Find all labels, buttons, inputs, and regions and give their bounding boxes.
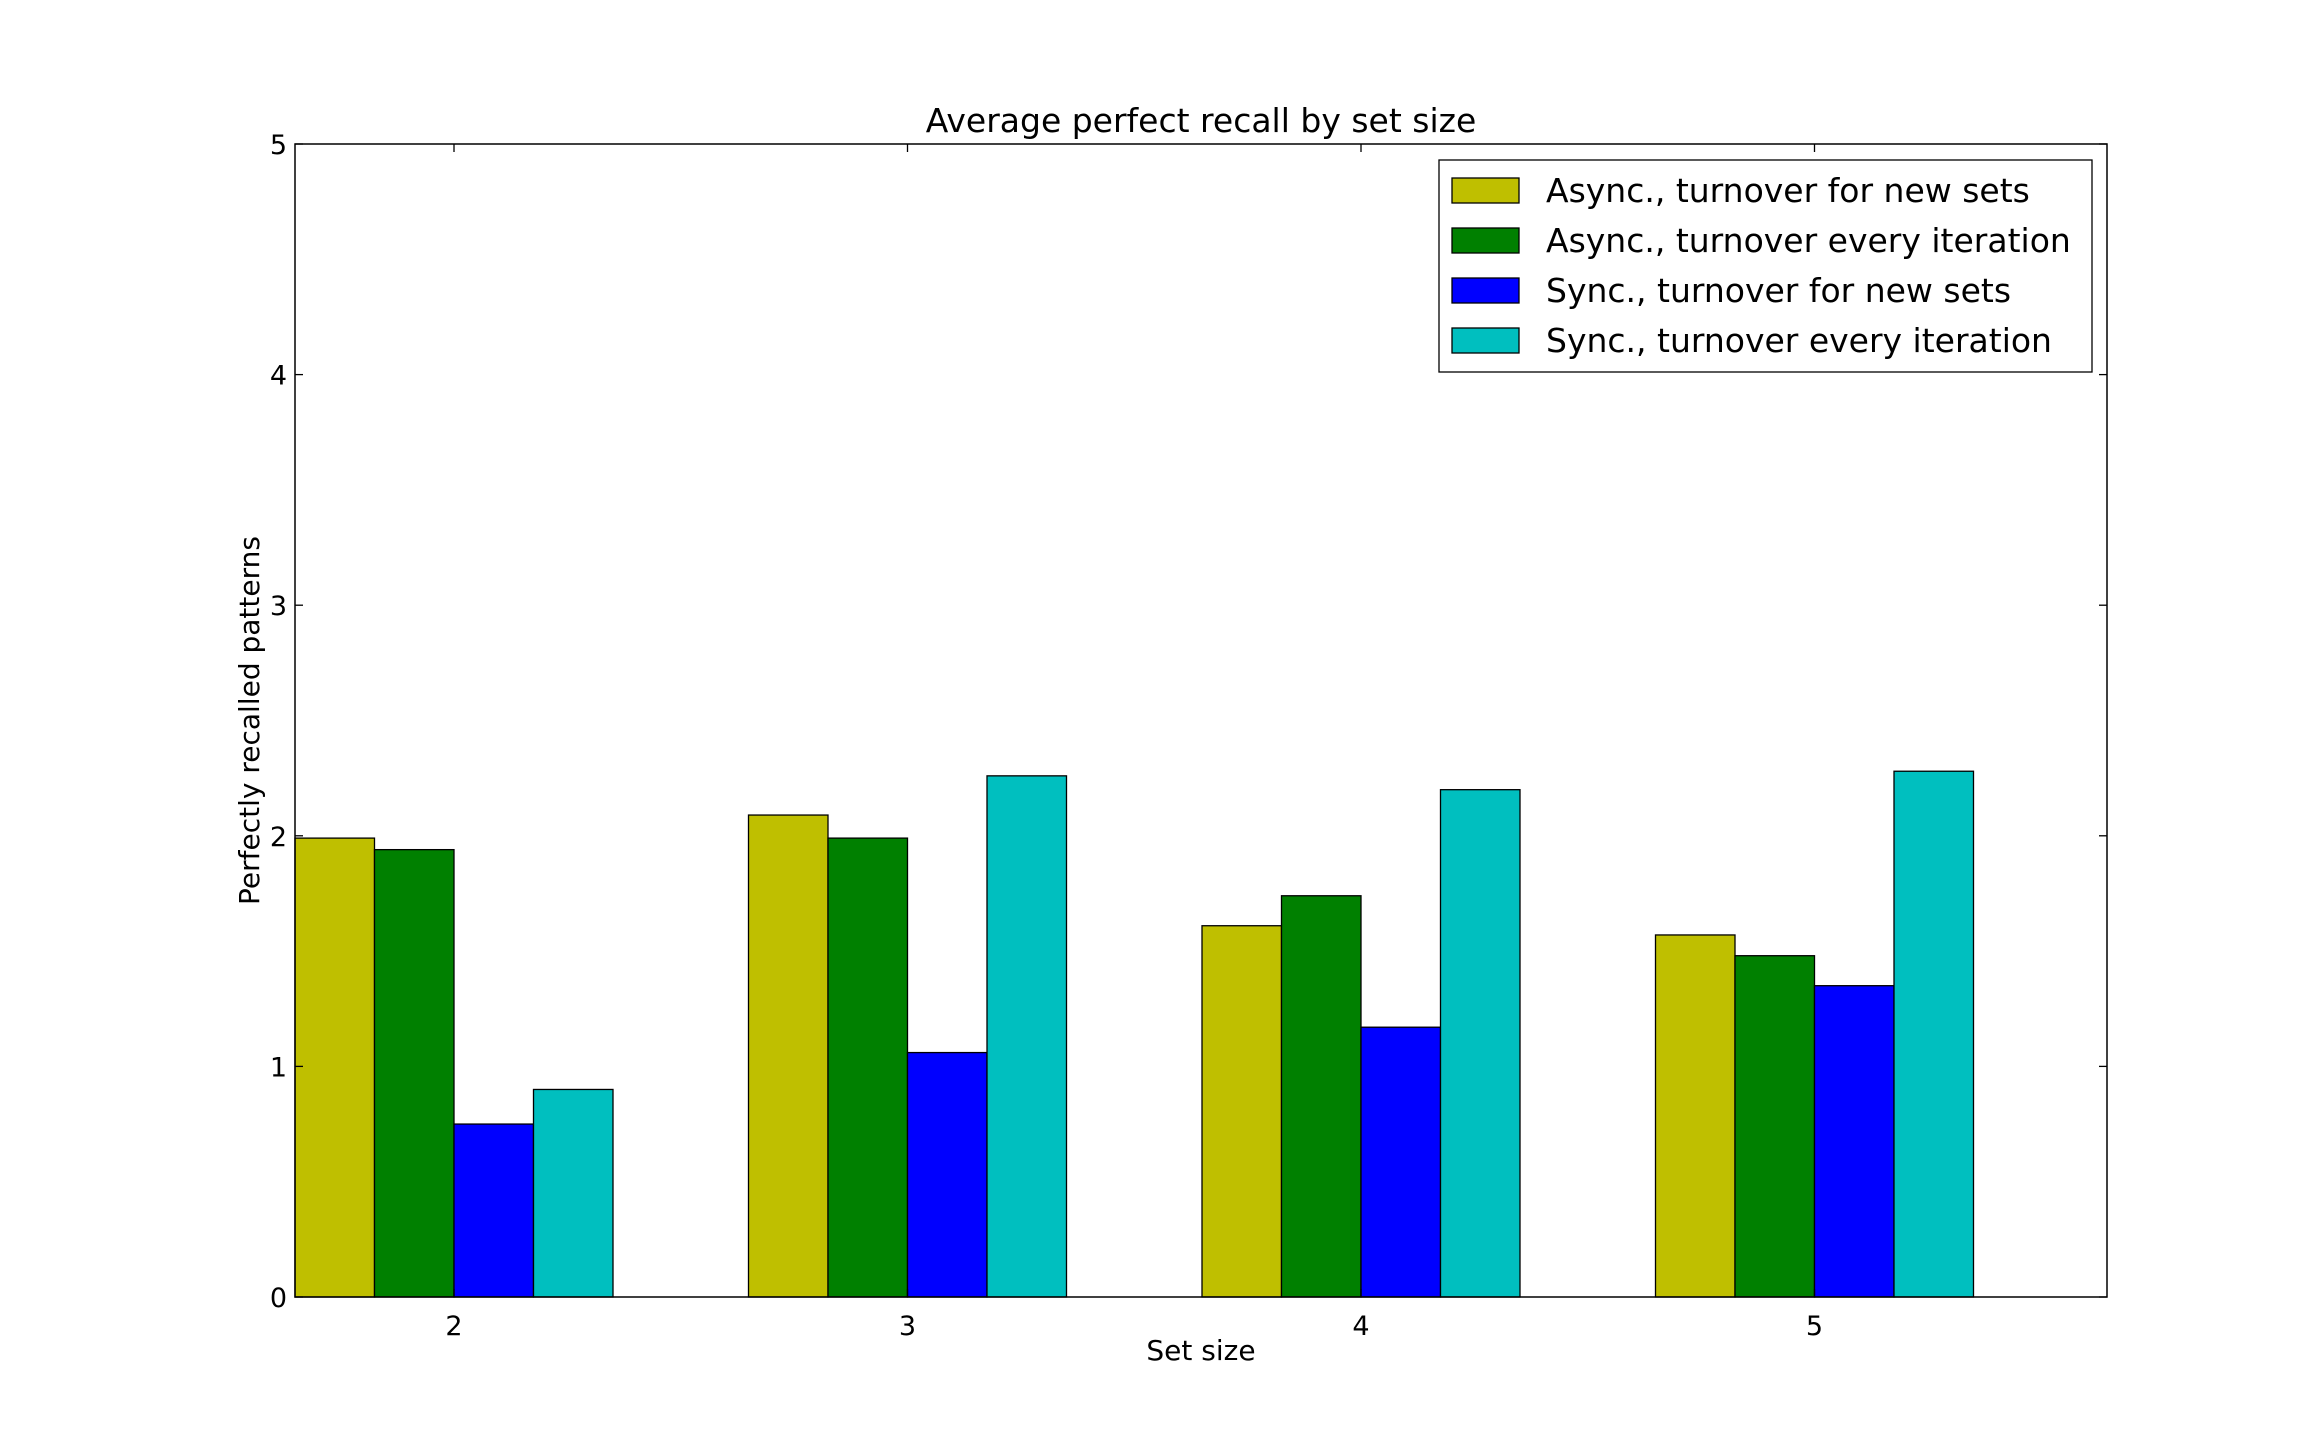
legend-swatch <box>1451 327 1520 354</box>
bar <box>1360 1026 1442 1298</box>
bar <box>1439 789 1521 1298</box>
ticks-layer: 0 1 2 3 4 5 2 3 4 5 <box>270 130 2107 1342</box>
y-tick-label: 0 <box>270 1283 287 1314</box>
bar <box>747 814 829 1298</box>
legend-label: Sync., turnover for new sets <box>1546 271 2011 310</box>
x-tick-label: 2 <box>445 1311 462 1342</box>
legend-box <box>1438 159 2093 373</box>
y-tick-label: 3 <box>270 591 287 622</box>
y-tick-label: 5 <box>270 130 287 161</box>
legend-label: Async., turnover every iteration <box>1546 221 2071 260</box>
bar <box>986 775 1068 1298</box>
legend: Async., turnover for new sets Async., tur… <box>1438 159 2093 373</box>
x-tick-label: 4 <box>1352 1311 1369 1342</box>
legend-label: Async., turnover for new sets <box>1546 171 2030 210</box>
bar <box>1280 895 1362 1298</box>
bar <box>453 1123 535 1298</box>
y-tick-label: 4 <box>270 361 287 392</box>
chart-title: Average perfect recall by set size <box>926 101 1477 140</box>
bar <box>373 848 455 1298</box>
bar <box>1734 955 1816 1298</box>
legend-swatch <box>1451 277 1520 304</box>
bar <box>906 1051 988 1298</box>
bars-layer <box>294 770 1975 1298</box>
bar <box>1654 934 1736 1298</box>
y-tick-label: 1 <box>270 1052 287 1083</box>
legend-label: Sync., turnover every iteration <box>1546 321 2052 360</box>
bar <box>1813 985 1895 1298</box>
x-axis-label: Set size <box>1146 1334 1255 1367</box>
legend-swatch <box>1451 227 1520 254</box>
x-tick-label: 5 <box>1806 1311 1823 1342</box>
bar <box>532 1088 614 1298</box>
bar <box>1893 770 1975 1298</box>
x-tick-label: 3 <box>899 1311 916 1342</box>
y-tick-label: 2 <box>270 822 287 853</box>
plot-frame <box>294 143 2108 1298</box>
y-axis-label: Perfectly recalled patterns <box>233 536 266 905</box>
legend-swatch <box>1451 177 1520 204</box>
bar <box>294 837 376 1298</box>
bar <box>1201 925 1283 1298</box>
bar <box>827 837 909 1298</box>
